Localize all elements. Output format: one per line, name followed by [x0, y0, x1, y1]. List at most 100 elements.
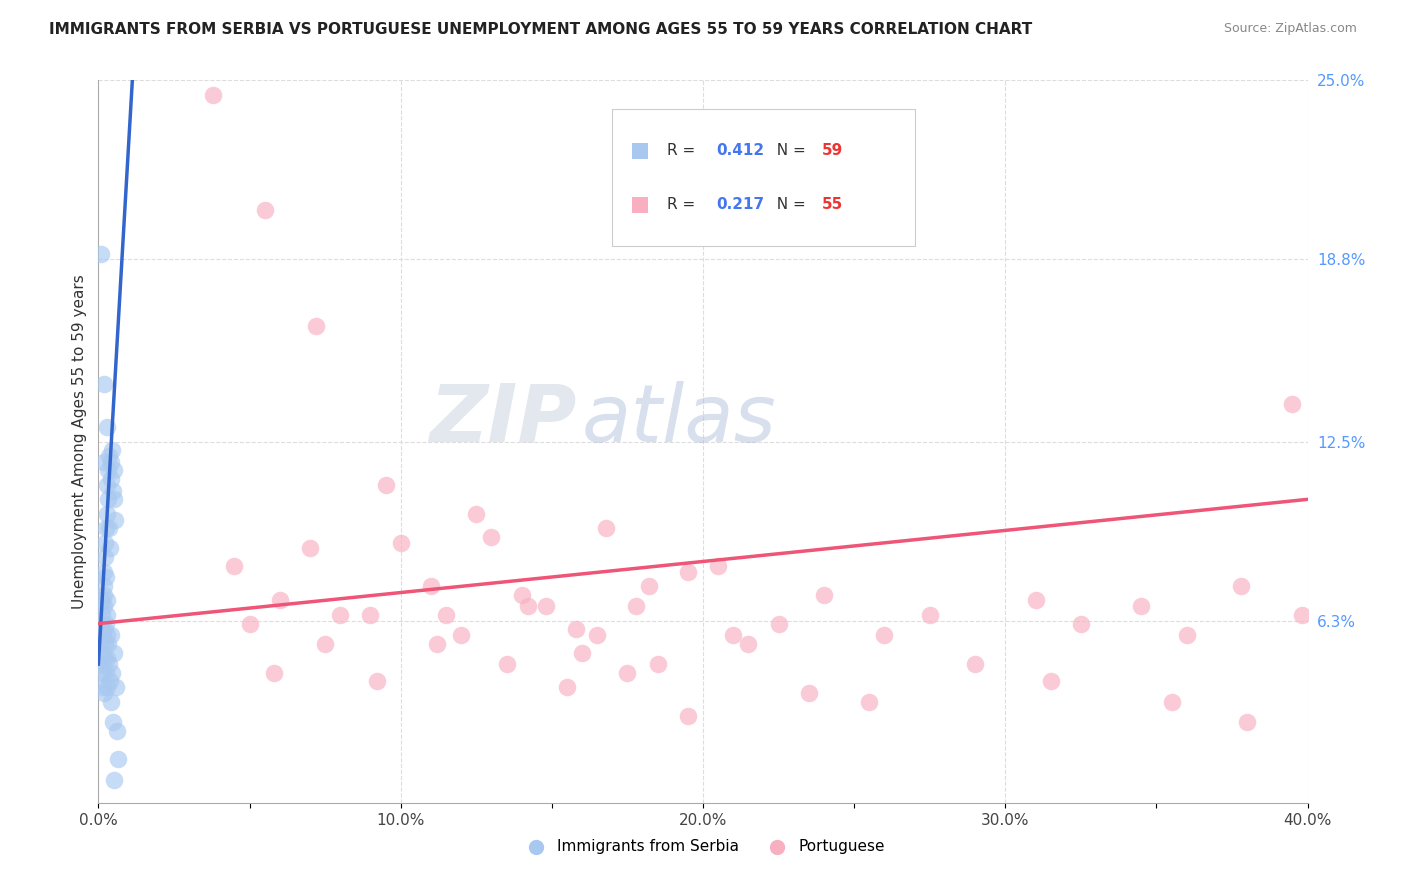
Point	[105, 723, 128, 738]
Point	[647, 657, 669, 671]
Point	[101, 443, 124, 458]
Point	[676, 709, 699, 723]
Point	[94, 535, 117, 549]
Text: 0.412: 0.412	[716, 144, 765, 158]
Point	[101, 714, 124, 729]
Point	[96, 680, 118, 694]
Point	[269, 593, 291, 607]
Point	[481, 530, 503, 544]
Point	[534, 599, 557, 614]
Point	[96, 628, 118, 642]
Point	[101, 665, 124, 680]
Point	[1070, 616, 1092, 631]
Point	[858, 695, 880, 709]
Point	[1281, 397, 1303, 411]
Point	[637, 579, 659, 593]
Point	[101, 483, 124, 498]
Point	[93, 599, 115, 614]
Point	[555, 680, 578, 694]
Point	[465, 507, 488, 521]
Point	[676, 565, 699, 579]
Point	[224, 558, 246, 573]
Point	[96, 651, 118, 665]
Point	[91, 607, 114, 622]
Point	[510, 588, 533, 602]
Point	[94, 665, 117, 680]
Point	[1175, 628, 1198, 642]
Text: N =: N =	[768, 144, 811, 158]
Point	[329, 607, 352, 622]
Point	[516, 599, 538, 614]
Text: ZIP: ZIP	[429, 381, 576, 458]
Text: 0.217: 0.217	[716, 197, 765, 212]
Point	[93, 376, 115, 391]
Point	[98, 449, 121, 463]
Text: 55: 55	[821, 197, 842, 212]
Point	[965, 657, 987, 671]
Text: R =: R =	[666, 197, 700, 212]
Point	[918, 607, 941, 622]
Point	[98, 541, 121, 556]
Point	[797, 686, 820, 700]
Point	[91, 646, 114, 660]
Point	[96, 607, 118, 622]
Point	[374, 478, 396, 492]
Text: 59: 59	[821, 144, 842, 158]
Point	[93, 565, 115, 579]
Point	[96, 507, 118, 521]
Point	[434, 607, 457, 622]
Point	[366, 674, 388, 689]
Point	[98, 521, 121, 535]
Point	[1236, 714, 1258, 729]
Legend: Immigrants from Serbia, Portuguese: Immigrants from Serbia, Portuguese	[515, 833, 891, 860]
Point	[626, 599, 648, 614]
Point	[93, 686, 115, 700]
Point	[595, 521, 617, 535]
Point	[873, 628, 896, 642]
Point	[263, 665, 285, 680]
Text: N =: N =	[768, 197, 811, 212]
Point	[97, 492, 120, 507]
Point	[737, 637, 759, 651]
Point	[100, 455, 122, 469]
Text: IMMIGRANTS FROM SERBIA VS PORTUGUESE UNEMPLOYMENT AMONG AGES 55 TO 59 YEARS CORR: IMMIGRANTS FROM SERBIA VS PORTUGUESE UNE…	[49, 22, 1032, 37]
Point	[96, 478, 118, 492]
Point	[389, 535, 412, 549]
Point	[1160, 695, 1182, 709]
Point	[97, 463, 120, 477]
Point	[94, 637, 117, 651]
Point	[813, 588, 835, 602]
Point	[571, 646, 593, 660]
Point	[104, 512, 127, 526]
Point	[100, 695, 122, 709]
Point	[565, 623, 588, 637]
Point	[103, 463, 125, 477]
Point	[239, 616, 262, 631]
Point	[450, 628, 472, 642]
Text: Source: ZipAtlas.com: Source: ZipAtlas.com	[1223, 22, 1357, 36]
Point	[707, 558, 730, 573]
Point	[97, 637, 120, 651]
Point	[360, 607, 382, 622]
Point	[104, 680, 127, 694]
Point	[103, 772, 125, 787]
Point	[90, 637, 112, 651]
Point	[100, 628, 122, 642]
Point	[90, 246, 112, 260]
Point	[1024, 593, 1046, 607]
Text: atlas: atlas	[582, 381, 778, 458]
Point	[202, 87, 225, 102]
FancyBboxPatch shape	[613, 109, 915, 246]
Point	[103, 646, 125, 660]
Point	[91, 593, 114, 607]
Point	[1130, 599, 1153, 614]
Text: R =: R =	[666, 144, 700, 158]
Point	[91, 665, 114, 680]
Point	[96, 420, 118, 434]
Point	[90, 623, 112, 637]
Point	[107, 752, 129, 766]
Point	[616, 665, 638, 680]
Point	[91, 680, 114, 694]
Point	[98, 657, 121, 671]
Point	[723, 628, 745, 642]
